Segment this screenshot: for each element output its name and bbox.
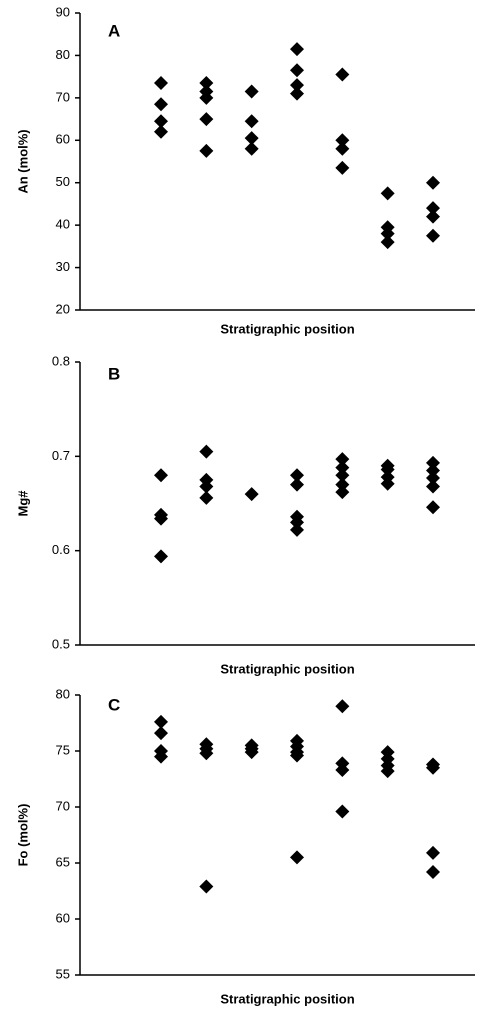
y-tick-label: 80 <box>56 47 70 62</box>
point <box>290 42 304 57</box>
y-axis-label: Mg# <box>15 490 30 517</box>
point <box>426 228 440 243</box>
point <box>199 143 214 158</box>
point <box>199 112 214 127</box>
point <box>244 745 259 760</box>
point <box>426 500 440 515</box>
y-tick-label: 80 <box>56 686 70 701</box>
point <box>244 487 259 502</box>
point <box>335 477 350 492</box>
point <box>199 490 214 505</box>
point <box>426 209 440 224</box>
y-tick-label: 40 <box>56 217 70 232</box>
y-tick-label: 75 <box>56 742 70 757</box>
point <box>199 76 214 91</box>
point <box>335 485 350 500</box>
y-tick-label: 90 <box>56 4 70 19</box>
y-tick-label: 60 <box>56 910 70 925</box>
point <box>290 477 304 492</box>
y-axis-label: Fo (mol%) <box>15 804 30 867</box>
y-axis-label: An (mol%) <box>15 129 30 193</box>
panel-label: B <box>108 364 120 383</box>
point <box>199 90 214 105</box>
point <box>426 455 440 470</box>
point <box>154 726 168 741</box>
point <box>335 141 350 156</box>
point <box>335 160 350 175</box>
point <box>290 522 304 537</box>
y-tick-label: 0.8 <box>52 353 70 368</box>
point <box>335 699 350 714</box>
point <box>244 141 259 156</box>
point <box>335 468 350 483</box>
point <box>199 444 214 459</box>
y-tick-label: 60 <box>56 132 70 147</box>
point <box>335 763 350 778</box>
point <box>335 67 350 82</box>
point <box>199 746 214 761</box>
point <box>154 97 168 112</box>
point <box>380 226 395 241</box>
point <box>199 879 214 894</box>
point <box>290 468 304 483</box>
panel-label: C <box>108 695 120 714</box>
point <box>426 760 440 775</box>
point <box>244 131 259 146</box>
y-tick-label: 65 <box>56 854 70 869</box>
point <box>154 549 168 564</box>
panel-label: A <box>108 21 120 40</box>
point <box>426 471 440 486</box>
y-tick-label: 20 <box>56 301 70 316</box>
x-axis-label: Stratigraphic position <box>220 661 354 676</box>
point <box>426 175 440 190</box>
point <box>335 452 350 467</box>
point <box>154 714 168 729</box>
point <box>426 479 440 494</box>
point <box>290 515 304 530</box>
point <box>244 114 259 129</box>
point <box>335 804 350 819</box>
point <box>290 63 304 78</box>
y-tick-label: 55 <box>56 966 70 981</box>
y-tick-label: 0.7 <box>52 448 70 463</box>
point <box>380 764 395 779</box>
point <box>154 124 168 139</box>
point <box>154 114 168 129</box>
point <box>380 462 395 477</box>
y-tick-label: 0.6 <box>52 542 70 557</box>
point <box>335 133 350 148</box>
point <box>290 748 304 763</box>
point <box>380 235 395 250</box>
point <box>154 468 168 483</box>
point <box>154 76 168 91</box>
point <box>154 749 168 764</box>
x-axis-label: Stratigraphic position <box>220 321 354 336</box>
point <box>290 850 304 865</box>
point <box>244 84 259 99</box>
y-tick-label: 0.5 <box>52 636 70 651</box>
y-tick-label: 50 <box>56 174 70 189</box>
point <box>290 86 304 101</box>
point <box>290 78 304 93</box>
y-tick-label: 30 <box>56 259 70 274</box>
y-tick-label: 70 <box>56 89 70 104</box>
x-axis-label: Stratigraphic position <box>220 991 354 1006</box>
point <box>380 476 395 491</box>
point <box>154 511 168 526</box>
point <box>426 864 440 879</box>
point <box>426 845 440 860</box>
point <box>335 460 350 475</box>
y-tick-label: 70 <box>56 798 70 813</box>
point <box>199 479 214 494</box>
point <box>426 463 440 478</box>
point <box>380 186 395 201</box>
point <box>426 201 440 216</box>
